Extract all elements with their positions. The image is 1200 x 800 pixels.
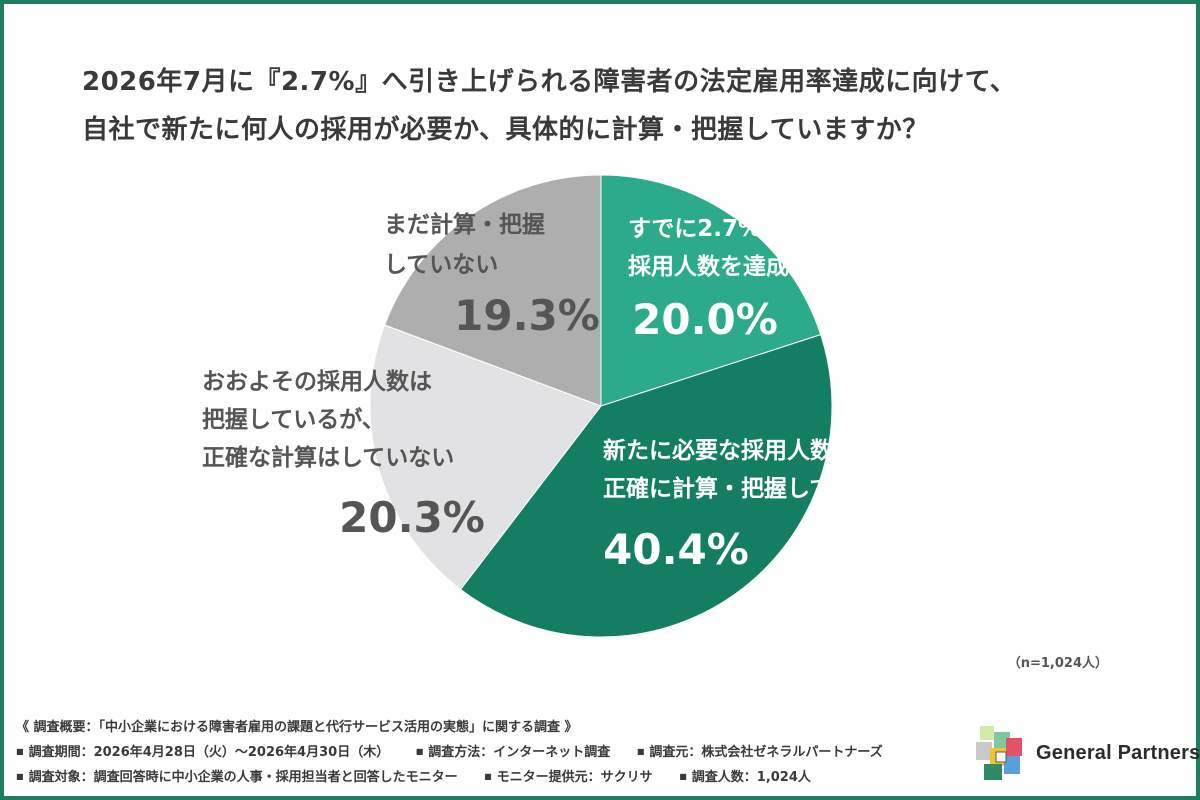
survey-count: 調査人数：1,024人 [679, 765, 811, 790]
slice-4-label-line-2: していない [384, 252, 498, 278]
logo-mark-icon [976, 726, 1022, 780]
slice-3-label-line-2: 把握しているが、 [202, 406, 385, 433]
sample-size-note: （n=1,024人） [1007, 656, 1108, 671]
title-line-2: 自社で新たに何人の採用が必要か、具体的に計算・把握していますか？ [82, 115, 929, 145]
pie-slice-1 [600, 174, 822, 407]
survey-period: 調査期間：2026年4月28日（火）〜2026年4月30日（木） [16, 740, 390, 765]
survey-footer: 《 調査概要：「中小企業における障害者雇用の課題と代行サービス活用の実態」に関す… [16, 716, 905, 790]
slice-4-label-line-1: まだ計算・把握 [384, 211, 545, 238]
slice-1-label-line-2: 採用人数を達成している [628, 253, 880, 280]
slice-3-value-label: 20.3% [339, 493, 485, 542]
title-line-1: 2026年7月に『2.7%』へ引き上げられる障害者の法定雇用率達成に向けて、 [82, 67, 1017, 97]
slice-3-label-line-1: おおよその採用人数は [202, 369, 432, 395]
survey-organizer: 調査元：株式会社ゼネラルパートナーズ [637, 740, 882, 765]
slice-1-value-label: 20.0% [632, 295, 778, 344]
survey-row-1: 調査期間：2026年4月28日（火）〜2026年4月30日（木） 調査方法：イン… [16, 740, 905, 765]
logo-text: General Partners [1036, 741, 1200, 764]
pie-slice-3 [369, 324, 602, 591]
survey-method: 調査方法：インターネット調査 [416, 740, 610, 765]
survey-heading: 《 調査概要：「中小企業における障害者雇用の課題と代行サービス活用の実態」に関す… [16, 720, 578, 735]
slice-2-value-label: 40.4% [603, 525, 749, 574]
slice-1-label-line-1: すでに2.7%基準での [628, 215, 853, 242]
slice-3-label-line-3: 正確な計算はしていない [202, 444, 454, 471]
company-logo: General Partners [974, 724, 1200, 782]
slice-4-value-label: 19.3% [454, 291, 600, 340]
slice-2-label-line-1: 新たに必要な採用人数を、 [603, 437, 879, 464]
survey-row-2: 調査対象：調査回答時に中小企業の人事・採用担当者と回答したモニター モニター提供… [16, 765, 905, 790]
pie-slice-4 [384, 174, 602, 407]
chart-title: 2026年7月に『2.7%』へ引き上げられる障害者の法定雇用率達成に向けて、 自… [82, 58, 1142, 154]
pie-slice-2 [459, 333, 833, 638]
slice-2-label-line-2: 正確に計算・把握している [603, 475, 878, 502]
survey-monitor: モニター提供元：サクリサ [484, 765, 653, 790]
survey-target: 調査対象：調査回答時に中小企業の人事・採用担当者と回答したモニター [16, 765, 458, 790]
